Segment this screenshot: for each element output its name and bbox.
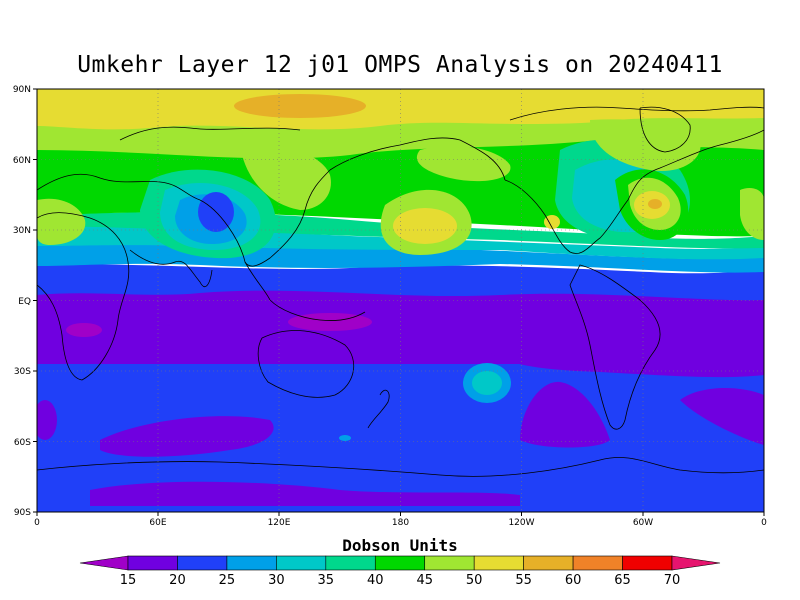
coast-africa xyxy=(37,212,130,381)
colorbar-swatch xyxy=(424,555,475,571)
coast-europe xyxy=(37,173,201,201)
coast-australia xyxy=(257,330,354,398)
lat-label-90n: 90N xyxy=(13,85,31,95)
colorbar-title: Dobson Units xyxy=(342,536,458,555)
coast-south-america xyxy=(569,264,661,430)
lat-label-60s: 60S xyxy=(14,438,31,448)
north-america-45 xyxy=(590,119,701,171)
colorbar-level-label: 40 xyxy=(367,573,384,588)
colorbar-swatch xyxy=(622,555,673,571)
europe-45 xyxy=(37,198,86,245)
colorbar-swatch xyxy=(226,555,277,571)
ozone-field xyxy=(37,89,764,512)
coast-greenland xyxy=(639,106,691,153)
antarctic-min xyxy=(90,481,520,506)
coast-europe-north xyxy=(119,126,301,141)
east-edge-45 xyxy=(740,188,764,240)
gulf-high-50 xyxy=(544,215,560,229)
coast-se-asia xyxy=(244,261,366,321)
lat-labels: 90N 60N 30N EQ 30S 60S 90S xyxy=(13,85,31,518)
colorbar-high-arrow xyxy=(671,555,721,571)
colorbar-swatch xyxy=(473,555,524,571)
south-east-tongue xyxy=(680,388,764,445)
colorbar-swatch xyxy=(177,555,228,571)
pacific-south-cyan xyxy=(472,371,502,395)
colorbar-low-arrow xyxy=(79,555,129,571)
colorbar-level-label: 70 xyxy=(664,573,681,588)
colorbar-level-label: 30 xyxy=(268,573,285,588)
lon-label-180: 180 xyxy=(392,518,409,528)
band-north-subtropics-20 xyxy=(37,264,764,301)
lon-label-120e: 120E xyxy=(268,518,291,528)
africa-min xyxy=(66,323,102,337)
colorbar-swatch xyxy=(523,555,574,571)
colorbar-swatch xyxy=(127,555,178,571)
atlantic-ridge-55 xyxy=(648,199,662,209)
colorbar-level-label: 50 xyxy=(466,573,483,588)
colorbar-swatch xyxy=(374,555,426,571)
coast-nz xyxy=(367,389,390,429)
colorbar-level-label: 35 xyxy=(318,573,335,588)
east-asia-tongue-45 xyxy=(240,143,331,210)
lon-label-0-west: 0 xyxy=(34,518,40,528)
tick-marks xyxy=(33,88,765,516)
colorbar-level-label: 25 xyxy=(219,573,236,588)
coastlines xyxy=(37,106,764,477)
coast-antarctica xyxy=(37,457,764,477)
pacific-high-50 xyxy=(393,208,457,244)
colorbar-swatch xyxy=(325,555,376,571)
arctic-max xyxy=(234,94,366,118)
colorbar-level-label: 65 xyxy=(614,573,631,588)
south-pacific-tongue xyxy=(520,381,610,448)
siberia-high-45 xyxy=(416,145,511,182)
lon-label-60w: 60W xyxy=(633,518,653,528)
lat-label-90s: 90S xyxy=(14,508,31,518)
lat-label-30s: 30S xyxy=(14,367,31,377)
gridlines xyxy=(37,89,764,512)
colorbar-level-label: 55 xyxy=(515,573,532,588)
lon-label-120w: 120W xyxy=(508,518,534,528)
lon-labels: 0 60E 120E 180 120W 60W 0 xyxy=(34,518,767,528)
colorbar-swatch xyxy=(572,555,623,571)
tropical-min-south-america xyxy=(480,320,764,378)
colorbar-level-label: 20 xyxy=(169,573,186,588)
lon-label-60e: 60E xyxy=(149,518,166,528)
map-title: Umkehr Layer 12 j01 OMPS Analysis on 202… xyxy=(77,52,723,78)
coast-north-america xyxy=(504,129,764,254)
lat-label-30n: 30N xyxy=(13,226,31,236)
lat-label-60n: 60N xyxy=(13,156,31,166)
lon-label-0-east: 0 xyxy=(761,518,767,528)
lat-label-eq: EQ xyxy=(18,297,31,307)
maritime-min xyxy=(288,313,372,331)
colorbar: 15 20 25 30 35 40 45 50 55 60 65 70 xyxy=(79,555,721,588)
colorbar-level-label: 45 xyxy=(416,573,433,588)
west-south-min xyxy=(37,400,57,440)
colorbar-level-label: 60 xyxy=(565,573,582,588)
coast-arabia-india xyxy=(129,249,213,287)
south-indian-tongue xyxy=(100,416,274,457)
colorbar-level-label: 15 xyxy=(120,573,137,588)
colorbar-swatch xyxy=(276,555,327,571)
tasman-small xyxy=(339,435,351,441)
coast-north-america-arctic xyxy=(509,106,764,121)
